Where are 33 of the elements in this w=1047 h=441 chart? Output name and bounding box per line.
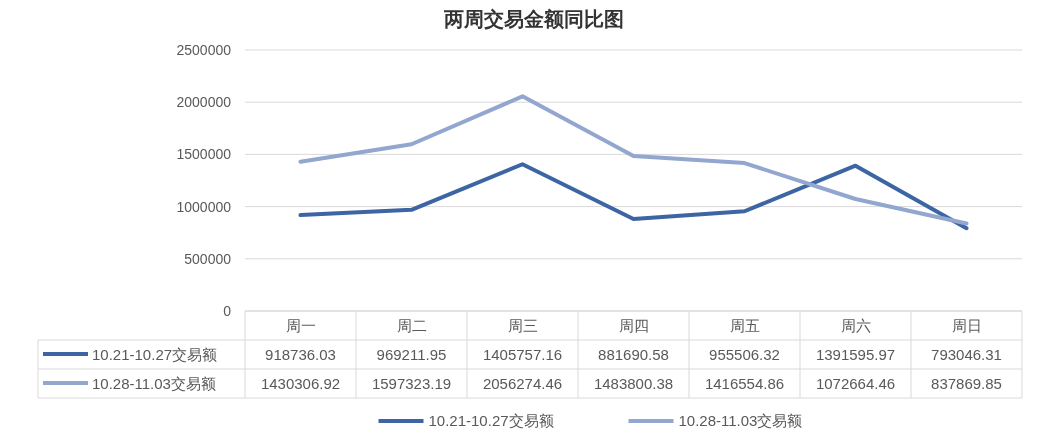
x-tick-label: 周日 <box>951 317 982 334</box>
data-label: 1430306.92 <box>260 375 341 392</box>
y-tick-label: 2500000 <box>176 42 232 58</box>
data-label: 955506.32 <box>709 346 780 363</box>
line-series <box>298 162 969 231</box>
x-tick-label: 周三 <box>507 317 538 334</box>
data-label: 837869.85 <box>931 375 1002 392</box>
y-tick-label: 1000000 <box>176 198 232 215</box>
x-tick-label: 周五 <box>729 317 760 334</box>
legend: 10.21-10.27交易额 10.28-11.03交易额 <box>378 412 803 429</box>
y-tick-label: 500000 <box>184 250 232 267</box>
legend-label: 10.21-10.27交易额 <box>92 346 218 363</box>
data-label: 1483800.38 <box>593 375 674 392</box>
data-label: 1416554.86 <box>704 375 785 392</box>
y-tick-label: 2000000 <box>176 94 232 111</box>
data-label: 2056274.46 <box>482 375 563 392</box>
x-tick-label: 周六 <box>840 317 871 334</box>
data-label: 969211.95 <box>376 346 447 363</box>
chart-title: 两周交易金额同比图 <box>442 8 624 30</box>
data-label: 1072664.46 <box>815 375 896 392</box>
x-tick-label: 周四 <box>618 317 649 334</box>
y-tick-label: 0 <box>223 303 232 319</box>
legend-label: 10.28-11.03交易额 <box>92 375 216 392</box>
data-label: 918736.03 <box>265 346 336 363</box>
data-label: 881690.58 <box>598 346 669 363</box>
data-label: 1597323.19 <box>371 375 452 392</box>
y-tick-label: 1500000 <box>176 146 232 163</box>
line-series <box>298 94 969 226</box>
data-label: 1405757.16 <box>482 346 563 363</box>
data-label: 793046.31 <box>931 346 1002 363</box>
x-tick-label: 周一 <box>285 317 316 334</box>
x-tick-label: 周二 <box>396 317 427 334</box>
data-label: 1391595.97 <box>815 346 896 363</box>
